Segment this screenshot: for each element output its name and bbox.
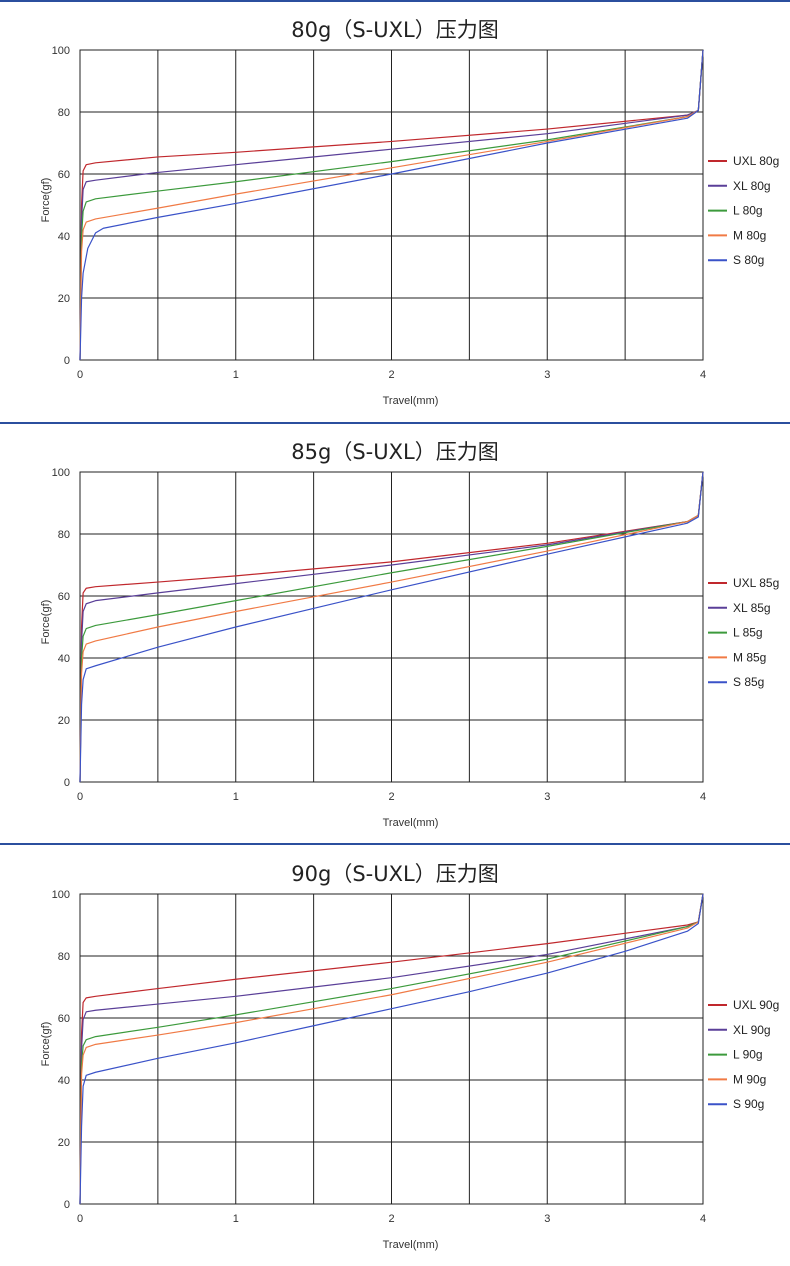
y-axis-label: Force(gf) <box>40 1022 52 1067</box>
y-tick-label: 80 <box>58 107 70 119</box>
series-line <box>79 893 704 1205</box>
y-axis-label: Force(gf) <box>40 178 52 223</box>
chart-panel-85g: 85g（S-UXL）压力图 0 20 40 60 80 100 0 1 2 3 4 Travel(mm)… <box>0 422 790 844</box>
y-tick-label: 80 <box>58 951 70 963</box>
legend-label: S 80g <box>733 253 764 267</box>
y-tick-label: 60 <box>58 169 70 181</box>
y-tick-label: 40 <box>58 653 70 665</box>
panel-divider <box>0 422 790 424</box>
y-tick-label: 0 <box>64 355 70 367</box>
y-tick-label: 20 <box>58 715 70 727</box>
x-axis-label: Travel(mm) <box>383 395 439 407</box>
legend-label: UXL 90g <box>733 998 779 1012</box>
x-tick-label: 2 <box>388 369 394 381</box>
legend-label: S 85g <box>733 675 764 689</box>
y-tick-label: 100 <box>52 889 70 901</box>
y-tick-label: 0 <box>64 777 70 789</box>
y-tick-label: 20 <box>58 293 70 305</box>
x-tick-label: 4 <box>700 369 706 381</box>
legend-label: M 90g <box>733 1072 766 1086</box>
series-line <box>79 893 704 1205</box>
legend-label: XL 80g <box>733 179 771 193</box>
legend-label: XL 90g <box>733 1023 771 1037</box>
chart-80g: 80g（S-UXL）压力图 0 20 40 60 80 100 0 1 2 3 4 Travel(mm)… <box>40 18 779 407</box>
x-tick-label: 1 <box>233 791 239 803</box>
plot-frame <box>79 893 704 1205</box>
series-line <box>79 471 704 783</box>
y-tick-label: 40 <box>58 1075 70 1087</box>
y-tick-label: 80 <box>58 529 70 541</box>
x-tick-label: 0 <box>77 1213 83 1225</box>
chart-85g: 85g（S-UXL）压力图 0 20 40 60 80 100 0 1 2 3 4 Travel(mm)… <box>40 440 779 829</box>
legend-label: UXL 85g <box>733 576 779 590</box>
x-tick-label: 3 <box>544 369 550 381</box>
chart-panel-80g: 80g（S-UXL）压力图 0 20 40 60 80 100 0 1 2 3 4 Travel(mm)… <box>0 0 790 422</box>
legend-label: M 85g <box>733 650 766 664</box>
x-tick-label: 0 <box>77 791 83 803</box>
y-axis-label: Force(gf) <box>40 600 52 645</box>
x-tick-label: 3 <box>544 1213 550 1225</box>
chart-title: 85g（S-UXL）压力图 <box>291 440 498 464</box>
top-border <box>0 0 790 2</box>
series-line <box>79 893 704 1205</box>
y-tick-label: 100 <box>52 467 70 479</box>
legend-label: UXL 80g <box>733 154 779 168</box>
chart-title: 80g（S-UXL）压力图 <box>291 18 498 42</box>
y-tick-label: 60 <box>58 591 70 603</box>
chart-panel-90g: 90g（S-UXL）压力图 0 20 40 60 80 100 0 1 2 3 4 Travel(mm)… <box>0 844 790 1266</box>
plot-frame <box>79 471 704 783</box>
legend-label: XL 85g <box>733 601 771 615</box>
x-axis-label: Travel(mm) <box>383 1239 439 1251</box>
x-tick-label: 4 <box>700 1213 706 1225</box>
y-tick-label: 100 <box>52 45 70 57</box>
legend-label: L 80g <box>733 204 763 218</box>
series-line <box>79 49 704 361</box>
y-tick-label: 0 <box>64 1199 70 1211</box>
x-tick-label: 4 <box>700 791 706 803</box>
x-tick-label: 2 <box>388 1213 394 1225</box>
panel-divider <box>0 843 790 845</box>
series-line <box>79 471 704 783</box>
x-tick-label: 1 <box>233 369 239 381</box>
x-tick-label: 1 <box>233 1213 239 1225</box>
series-line <box>79 893 704 1205</box>
legend-label: S 90g <box>733 1097 764 1111</box>
y-tick-label: 60 <box>58 1013 70 1025</box>
x-tick-label: 0 <box>77 369 83 381</box>
chart-90g: 90g（S-UXL）压力图 0 20 40 60 80 100 0 1 2 3 4 Travel(mm)… <box>40 862 779 1251</box>
x-axis-label: Travel(mm) <box>383 817 439 829</box>
legend-label: L 85g <box>733 626 763 640</box>
y-tick-label: 20 <box>58 1137 70 1149</box>
series-line <box>79 49 704 361</box>
legend-label: M 80g <box>733 228 766 242</box>
x-tick-label: 3 <box>544 791 550 803</box>
legend-label: L 90g <box>733 1048 763 1062</box>
series-line <box>79 49 704 361</box>
plot-frame <box>79 49 704 361</box>
chart-title: 90g（S-UXL）压力图 <box>291 862 498 886</box>
y-tick-label: 40 <box>58 231 70 243</box>
x-tick-label: 2 <box>388 791 394 803</box>
